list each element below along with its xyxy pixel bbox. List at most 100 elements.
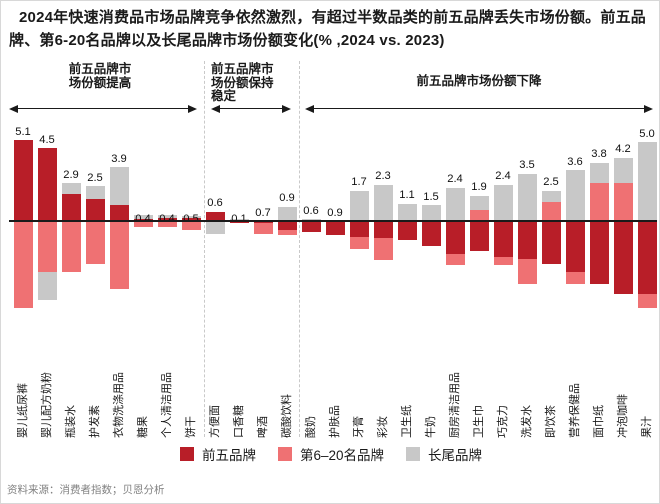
bar-segment-longtail [637,142,657,221]
bar-value-label: 3.8 [591,148,607,161]
section-label-top5-increase: 前五品牌市场份额提高 [68,62,132,90]
bar-segment-top5 [613,221,633,294]
arrow-right-icon [282,104,291,113]
bar-segment-longtail [109,167,129,206]
bar-segment-mid [253,222,273,234]
category-label: 啤酒 [256,416,269,438]
bar-segment-longtail [469,195,489,210]
bar-segment-longtail [85,186,105,199]
category-label: 冲泡咖啡 [616,394,629,438]
category-label: 口香糖 [232,405,245,438]
bar-segment-longtail [397,203,417,221]
category-label: 瓶装水 [64,405,77,438]
arrow-right-icon [188,104,197,113]
legend-label: 第6–20名品牌 [299,448,385,463]
legend-item: 前五品牌 [179,444,256,464]
bar-segment-top5 [205,211,225,221]
bar-segment-top5 [253,221,273,223]
category-label: 护发素 [88,405,101,438]
bar-segment-mid [637,293,657,308]
legend-label: 前五品牌 [201,448,256,463]
bar-segment-top5 [13,140,33,221]
bar-value-label: 2.5 [87,171,103,184]
bar-value-label: 3.9 [111,152,127,165]
category-label: 护肤品 [328,405,341,438]
bar-segment-longtail [37,271,57,300]
category-label: 卫生巾 [472,405,485,438]
bar-segment-top5 [229,221,249,223]
chart-title: 2024年快速消费品市场品牌竞争依然激烈，有超过半数品类的前五品牌丢失市场份额。… [9,9,646,50]
source-note: 资料来源：消费者指数；贝恩分析 [7,484,165,496]
section-label-top5-stable: 前五品牌市场份额保持稳定 [211,62,274,103]
bar-segment-top5 [517,221,537,259]
bar-segment-top5 [277,221,297,231]
bar-segment-top5 [301,221,321,233]
section-divider-2 [299,61,300,437]
bar-segment-mid [541,202,561,221]
bar-segment-mid [565,271,585,285]
bar-segment-top5 [157,217,177,221]
bar-segment-longtail [589,162,609,184]
arrow-left-icon [305,104,314,113]
section-divider-1 [204,61,205,437]
bar-segment-longtail [613,157,633,184]
bar-segment-mid [589,183,609,221]
bar-segment-top5 [637,221,657,294]
bar-value-label: 4.2 [615,143,631,156]
bar-value-label: 2.5 [543,176,559,189]
bar-segment-longtail [493,184,513,221]
bar-segment-longtail [373,184,393,221]
bar-segment-mid [157,221,177,228]
arrow-line [18,108,188,109]
bar-value-label: 0.7 [255,206,271,219]
bar-value-label: 2.9 [63,168,79,181]
category-label: 糖果 [136,416,149,438]
bar-value-label: 0.9 [279,192,295,205]
bar-segment-top5 [85,198,105,221]
double-arrow-top5-stable [211,104,291,113]
category-label: 碳酸饮料 [280,394,293,438]
bar-segment-top5 [565,221,585,272]
legend-item: 长尾品牌 [406,444,482,464]
legend-swatch-icon [277,447,292,461]
arrow-left-icon [9,104,18,113]
bar-segment-longtail [157,214,177,218]
bar-segment-longtail [61,183,81,195]
bar-segment-top5 [421,221,441,247]
bar-segment-longtail [181,216,201,218]
bar-segment-mid [517,258,537,285]
bar-value-label: 2.3 [375,170,391,183]
bar-value-label: 4.5 [39,133,55,146]
bar-value-label: 3.6 [567,155,583,168]
category-label: 洗发水 [520,405,533,438]
bar-segment-top5 [349,221,369,237]
bar-segment-mid [349,236,369,250]
bar-value-label: 0.4 [135,213,151,225]
bar-segment-longtail [541,190,561,203]
bar-segment-longtail [349,190,369,221]
bar-segment-top5 [109,205,129,221]
category-label: 婴儿配方奶粉 [40,372,53,438]
bar-segment-top5 [541,221,561,264]
bar-value-label: 1.5 [423,190,439,203]
category-label: 方便面 [208,405,221,438]
bar-segment-longtail [205,221,225,234]
chart-legend: 前五品牌 第6–20名品牌 长尾品牌 [1,444,659,464]
legend-item: 第6–20名品牌 [277,444,385,464]
bar-segment-top5 [589,221,609,285]
bar-segment-longtail [421,205,441,221]
legend-swatch-icon [406,447,421,461]
category-label: 衣物洗涤用品 [112,372,125,438]
legend-label: 长尾品牌 [428,448,483,463]
bar-segment-top5 [373,221,393,239]
category-label: 卫生纸 [400,405,413,438]
bar-value-label: 1.9 [471,181,487,194]
double-arrow-top5-decline [305,104,653,113]
bar-segment-mid [445,254,465,266]
bar-segment-mid [181,221,201,231]
category-label: 个人清洁用品 [160,372,173,438]
bar-segment-top5 [397,221,417,240]
bar-value-label: 0.6 [207,197,223,210]
category-label: 牙膏 [352,416,365,438]
bar-value-label: 2.4 [447,173,463,186]
